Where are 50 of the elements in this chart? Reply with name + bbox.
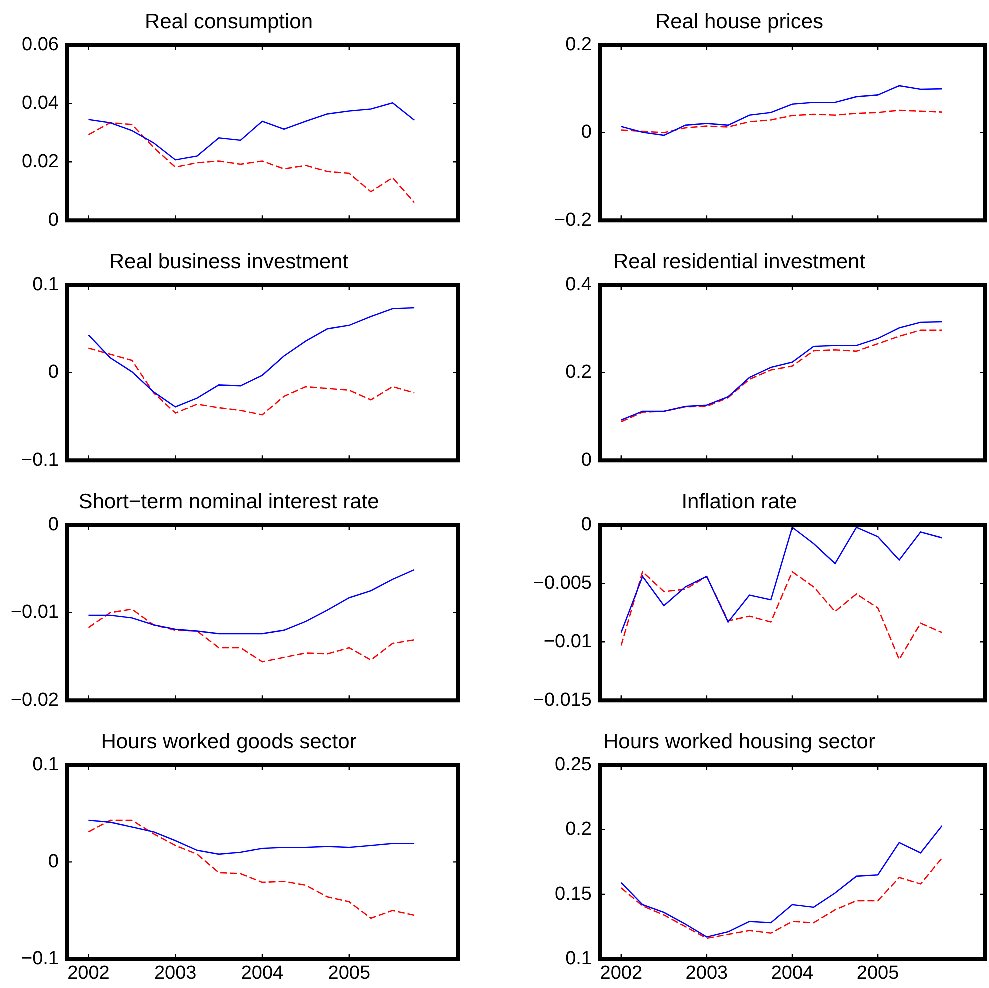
y-tick-label: 0: [581, 514, 592, 536]
y-tick-label: 0.25: [555, 754, 592, 776]
chart-title: Real residential investment: [613, 250, 866, 274]
line-series: [88, 820, 416, 920]
y-tick-label: −0.2: [554, 210, 592, 231]
line-series: [620, 858, 943, 940]
line-series: [88, 348, 416, 416]
x-tick-label: 2004: [771, 962, 814, 984]
y-tick-label: 0: [48, 851, 59, 872]
y-tick-label: 0.06: [22, 34, 59, 56]
x-tick-label: 2003: [686, 962, 728, 984]
y-tick-label: −0.01: [544, 631, 592, 652]
y-tick-label: 0.04: [22, 92, 60, 114]
x-tick-label: 2004: [241, 962, 284, 984]
y-tick-label: −0.1: [21, 948, 59, 970]
x-tick-label: 2005: [328, 962, 371, 984]
y-tick-label: 0.2: [566, 34, 592, 56]
y-tick-label: 0: [48, 362, 59, 384]
y-tick-label: 0: [581, 450, 592, 471]
chart-title: Hours worked housing sector: [604, 730, 876, 754]
chart-title: Real house prices: [655, 10, 824, 34]
y-tick-label: −0.02: [10, 690, 59, 711]
y-tick-label: 0.1: [32, 754, 59, 776]
y-tick-label: 0.4: [566, 274, 592, 296]
chart-title: Hours worked goods sector: [101, 730, 357, 754]
y-tick-label: 0: [48, 210, 59, 231]
chart-title: Short−term nominal interest rate: [78, 490, 380, 514]
line-series: [620, 110, 943, 134]
y-tick-label: 0: [581, 122, 592, 144]
line-series: [88, 608, 416, 663]
y-tick-label: 0.15: [555, 884, 592, 905]
y-tick-label: −0.1: [21, 450, 59, 471]
line-series: [88, 122, 416, 204]
y-tick-label: −0.005: [533, 572, 592, 594]
line-series: [620, 571, 943, 660]
y-tick-label: 0.2: [566, 819, 592, 840]
y-tick-label: 0.1: [32, 274, 59, 296]
y-tick-label: 0: [48, 514, 59, 536]
x-tick-label: 2002: [68, 962, 110, 984]
y-tick-label: −0.015: [533, 690, 592, 711]
x-tick-label: 2002: [600, 962, 643, 984]
y-tick-label: 0.2: [566, 362, 592, 384]
x-tick-label: 2005: [856, 962, 900, 984]
chart-title: Real business investment: [109, 250, 349, 274]
y-tick-label: 0.1: [566, 948, 592, 970]
chart-title: Inflation rate: [682, 490, 798, 514]
y-tick-label: 0.02: [22, 151, 59, 172]
chart-title: Real consumption: [144, 10, 314, 34]
y-tick-label: −0.01: [10, 602, 59, 624]
x-tick-label: 2003: [154, 962, 197, 984]
